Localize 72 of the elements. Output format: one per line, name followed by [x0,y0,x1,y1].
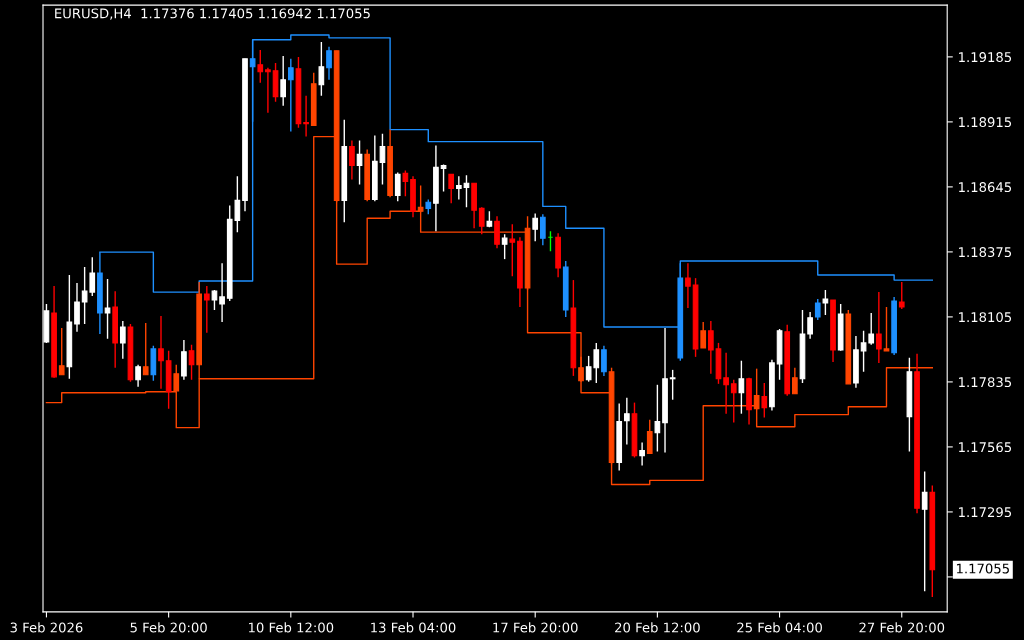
candlestick [753,367,760,411]
candlestick [685,262,691,309]
y-tick-label: 1.17295 [959,507,1012,518]
candlestick [509,223,516,277]
candlestick [349,139,355,181]
y-tick-label: 1.18645 [959,182,1012,193]
candlestick [669,369,676,401]
candlestick [173,364,180,392]
candlestick [707,320,714,375]
y-tick-label: 1.18105 [959,312,1012,323]
x-tick-label: 25 Feb 04:00 [737,622,822,633]
x-tick-label: 27 Feb 20:00 [859,622,945,633]
candlestick [539,213,546,246]
candlestick [730,379,737,424]
candlestick [455,175,462,201]
candlestick [532,212,539,243]
candlestick [402,169,409,197]
candlestick [142,322,149,376]
x-tick-label: 3 Feb 2026 [10,622,83,633]
candlestick [104,278,111,340]
candlestick [448,173,455,204]
candlestick [478,206,485,236]
candlestick [654,384,661,453]
candlestick [119,320,126,360]
candlestick [814,298,821,321]
x-tick-label: 13 Feb 04:00 [371,622,456,633]
candlestick [646,419,653,455]
x-tick-label: 20 Feb 12:00 [615,622,700,633]
candlestick [135,364,141,388]
candlestick [494,215,500,249]
x-tick-label: 5 Feb 20:00 [130,622,207,633]
x-tick-label: 17 Feb 20:00 [493,622,578,633]
candlestick [883,306,890,352]
x-tick-label: 10 Feb 12:00 [248,622,334,633]
candlestick [601,345,607,377]
candlestick [280,55,287,107]
candlestick [898,281,905,310]
y-tick-label: 1.17565 [959,442,1012,453]
candlestick [326,46,332,81]
candlestick [257,49,264,84]
candlestick [318,41,325,97]
candlestick [792,367,798,395]
candlestick [700,321,707,349]
candlestick [921,470,928,592]
candlestick [578,356,584,383]
candlestick [394,171,401,203]
candlestick [219,262,225,323]
y-tick-label: 1.18375 [959,247,1012,258]
candlestick [58,327,65,376]
candlestick [303,94,309,138]
chart-title: EURUSD,H4 1.17376 1.17405 1.16942 1.17055 [55,8,370,20]
candlestick [822,289,829,316]
candlestick [440,163,447,193]
text: 1.17055 [956,563,1009,574]
candlestick [723,352,729,415]
candlestick [158,315,164,390]
candlestick [249,39,256,123]
candlestick [501,233,508,260]
candlestick [639,441,645,467]
candlestick [623,397,630,446]
candlestick [761,382,768,419]
candlestick [876,291,882,364]
y-tick-label: 1.17835 [959,377,1012,388]
y-tick-label: 1.19185 [959,52,1012,63]
y-tick-label: 1.18915 [959,117,1012,128]
candlestick [417,184,424,213]
candlestick [807,311,813,340]
candlestick [203,285,210,334]
candlestick [287,58,294,133]
candlestick [265,67,271,114]
candlestick [738,360,745,415]
candlestick [74,282,80,333]
